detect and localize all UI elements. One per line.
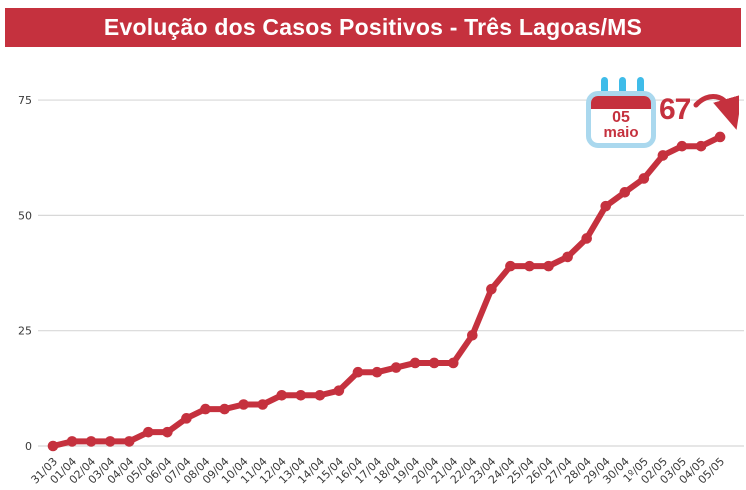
data-point bbox=[200, 403, 211, 415]
data-point bbox=[333, 385, 345, 396]
data-point bbox=[486, 283, 497, 295]
data-point bbox=[638, 173, 650, 184]
data-point bbox=[123, 436, 135, 447]
data-point bbox=[181, 413, 192, 424]
data-point bbox=[467, 330, 478, 341]
y-tick-label: 0 bbox=[25, 440, 32, 453]
data-point bbox=[600, 200, 612, 212]
data-point bbox=[428, 357, 440, 369]
calendar-body: 05 maio bbox=[586, 91, 656, 148]
header-banner: Evolução dos Casos Positivos - Três Lago… bbox=[5, 8, 741, 47]
data-point bbox=[524, 260, 535, 272]
data-point bbox=[390, 362, 402, 373]
data-point bbox=[409, 357, 421, 369]
data-point bbox=[447, 357, 459, 369]
data-point bbox=[257, 399, 268, 410]
cases-line bbox=[50, 133, 724, 449]
calendar-ring-icon bbox=[601, 77, 608, 98]
y-tick-label: 50 bbox=[18, 209, 32, 222]
curved-arrow-icon bbox=[693, 94, 739, 130]
y-tick-label: 75 bbox=[18, 94, 32, 107]
data-point bbox=[581, 233, 592, 244]
data-point bbox=[143, 426, 154, 438]
page-title: Evolução dos Casos Positivos - Três Lago… bbox=[103, 14, 643, 40]
data-point bbox=[695, 140, 707, 152]
data-point bbox=[676, 140, 688, 152]
data-point bbox=[619, 187, 631, 198]
calendar-day: 05 bbox=[612, 109, 630, 126]
data-point bbox=[104, 436, 116, 447]
data-point bbox=[219, 403, 230, 415]
calendar-icon: 05 maio bbox=[586, 77, 656, 149]
latest-value-label: 67 bbox=[659, 93, 691, 126]
data-point bbox=[714, 131, 726, 143]
data-point bbox=[543, 260, 554, 272]
y-tick-label: 25 bbox=[18, 325, 32, 338]
data-point bbox=[295, 389, 307, 401]
calendar-ring-icon bbox=[619, 77, 626, 98]
calendar-month: maio bbox=[603, 124, 639, 141]
data-point bbox=[47, 440, 59, 452]
calendar-header-band bbox=[591, 96, 651, 109]
calendar-ring-icon bbox=[637, 77, 644, 98]
data-point bbox=[238, 399, 249, 410]
data-point bbox=[562, 251, 573, 263]
data-point bbox=[162, 426, 173, 438]
data-point bbox=[314, 389, 326, 401]
data-point bbox=[352, 366, 364, 378]
data-point bbox=[85, 436, 97, 447]
data-point bbox=[66, 436, 78, 447]
data-point bbox=[657, 150, 669, 161]
data-point bbox=[505, 260, 516, 272]
calendar-rings-icon bbox=[586, 77, 656, 99]
data-point bbox=[276, 389, 288, 401]
data-point bbox=[371, 366, 383, 378]
